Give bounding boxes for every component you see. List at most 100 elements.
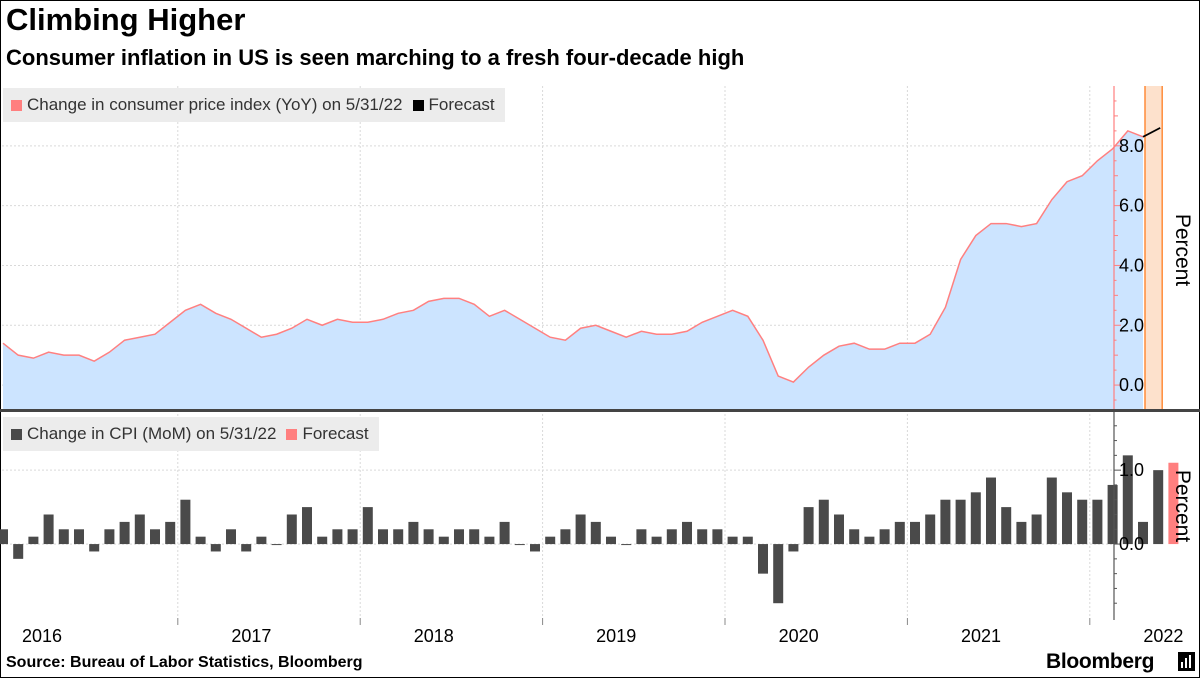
mom-bar (165, 521, 176, 545)
mom-bar (393, 529, 404, 545)
mom-bar (666, 529, 677, 545)
mom-bar (621, 544, 632, 546)
x-axis-label: 2016 (22, 626, 62, 646)
mom-bar (818, 499, 829, 545)
mom-bar (1138, 521, 1148, 545)
mom-bar (210, 544, 221, 552)
mom-bar (1016, 521, 1027, 545)
mom-bar (408, 521, 419, 545)
x-axis-label: 2018 (414, 626, 454, 646)
mom-bar (803, 507, 814, 545)
mom-bar (910, 521, 920, 545)
top-y-tick-label: 4.0 (1119, 255, 1144, 275)
mom-bar (727, 536, 738, 545)
bottom-y-tick-label: 0.0 (1119, 534, 1144, 554)
top-legend: Change in consumer price index (YoY) on … (3, 88, 505, 122)
x-axis-label: 2019 (596, 626, 636, 646)
mom-bar (575, 514, 586, 545)
legend-label-forecast-mom: Forecast (302, 424, 369, 443)
mom-bar (74, 529, 84, 545)
mom-bar (560, 529, 571, 545)
top-y-tick-label: 0.0 (1119, 375, 1144, 395)
panel-divider (0, 409, 1200, 412)
bottom-y-axis-title: Percent (1171, 470, 1194, 543)
mom-bar (271, 544, 282, 546)
bottom-y-tick-label: 1.0 (1119, 460, 1144, 480)
mom-bar (879, 529, 890, 545)
mom-bar (43, 514, 54, 545)
mom-bar (438, 536, 449, 545)
mom-bar (499, 521, 510, 545)
legend-label-cpi-mom: Change in CPI (MoM) on 5/31/22 (27, 424, 277, 443)
legend-label-cpi-yoy: Change in consumer price index (YoY) on … (27, 95, 403, 114)
source-note: Source: Bureau of Labor Statistics, Bloo… (6, 654, 363, 671)
mom-bar (134, 514, 145, 545)
mom-bar (712, 529, 723, 545)
mom-bar (150, 529, 160, 545)
legend-swatch-forecast-mom (286, 428, 298, 440)
mom-bar (514, 544, 525, 546)
mom-bar (651, 536, 662, 545)
mom-bar (286, 514, 297, 545)
mom-bar (590, 521, 601, 545)
mom-bar (13, 544, 24, 559)
bloomberg-terminal-icon (1178, 652, 1195, 671)
mom-bar (317, 536, 328, 545)
mom-bar (362, 507, 373, 545)
top-y-tick-label: 2.0 (1119, 315, 1144, 335)
mom-bar (454, 529, 464, 545)
mom-bar (1077, 499, 1088, 545)
mom-bar (682, 521, 692, 545)
mom-bar (894, 521, 905, 545)
mom-bar (195, 536, 206, 545)
mom-bar (758, 544, 768, 574)
mom-bar (940, 499, 951, 545)
mom-bar (849, 529, 860, 545)
mom-bar (89, 544, 100, 552)
mom-bar (970, 492, 981, 545)
x-axis-label: 2022 (1143, 626, 1183, 646)
mom-bar (28, 536, 39, 545)
mom-bar (1122, 455, 1133, 545)
cpi-yoy-forecast-line (1142, 127, 1161, 138)
mom-bar (545, 536, 556, 545)
mom-bar (986, 477, 996, 545)
x-axis-label: 2021 (961, 626, 1001, 646)
legend-swatch-forecast-yoy (412, 99, 424, 111)
mom-bar (241, 544, 252, 552)
top-y-tick-label: 8.0 (1119, 136, 1144, 156)
chart-title: Climbing Higher (6, 2, 246, 37)
mom-forecast-bar (1168, 462, 1179, 545)
legend-swatch-cpi-yoy (11, 99, 22, 111)
top-y-tick-label: 6.0 (1119, 196, 1144, 216)
mom-bar (0, 529, 8, 545)
bottom-legend: Change in CPI (MoM) on 5/31/22 Forecast (3, 417, 379, 451)
forecast-band (1145, 86, 1163, 409)
mom-bar (834, 514, 844, 545)
mom-bar (1001, 507, 1012, 545)
mom-bar (636, 529, 647, 545)
mom-bar (302, 507, 312, 545)
mom-bar (1046, 477, 1057, 545)
mom-bar (58, 529, 69, 545)
mom-bar (332, 529, 343, 545)
mom-bar (378, 529, 388, 545)
mom-bar (864, 536, 875, 545)
mom-bar (742, 536, 753, 545)
mom-bar (347, 529, 358, 545)
mom-bar (925, 514, 936, 545)
mom-bar (530, 544, 540, 552)
mom-bar (469, 529, 480, 545)
chart-subtitle: Consumer inflation in US is seen marchin… (6, 45, 745, 70)
mom-bar (1153, 470, 1164, 545)
mom-bar (606, 536, 616, 545)
mom-bar (484, 536, 495, 545)
mom-bar (104, 529, 115, 545)
top-y-axis-title: Percent (1171, 214, 1194, 287)
mom-bar (119, 521, 130, 545)
cpi-yoy-line (2, 129, 1144, 383)
mom-bar (423, 529, 434, 545)
mom-bar (1031, 514, 1042, 545)
mom-bar (1107, 484, 1118, 545)
